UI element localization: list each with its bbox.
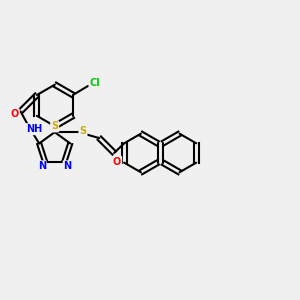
Text: O: O xyxy=(113,157,121,167)
Text: Cl: Cl xyxy=(90,78,101,88)
Text: N: N xyxy=(38,161,46,171)
Text: S: S xyxy=(51,122,58,131)
Text: S: S xyxy=(80,126,86,136)
Text: O: O xyxy=(11,109,19,119)
Text: N: N xyxy=(64,161,72,171)
Text: NH: NH xyxy=(26,124,42,134)
